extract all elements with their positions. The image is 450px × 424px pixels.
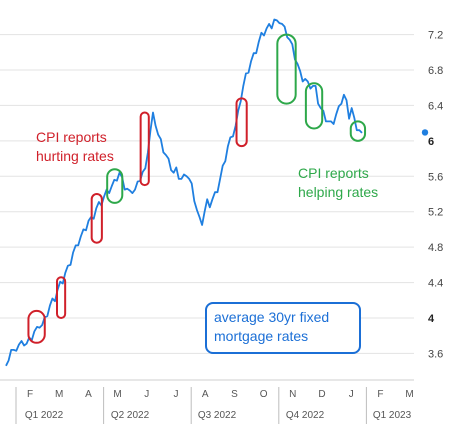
- month-label: J: [144, 389, 149, 400]
- highlight-oval: [90, 193, 103, 244]
- annotation: CPI reports helping rates: [298, 165, 378, 200]
- y-tick-label: 5.6: [428, 171, 443, 183]
- last-value-marker: [421, 129, 429, 136]
- month-label: A: [85, 389, 92, 400]
- highlight-oval: [56, 276, 67, 319]
- y-tick-label: 4.8: [428, 242, 443, 254]
- highlight-oval: [349, 120, 367, 142]
- legend-box: average 30yr fixed mortgage rates: [205, 302, 361, 354]
- month-label: A: [202, 389, 209, 400]
- legend-frame: [205, 302, 361, 354]
- y-tick-label: 3.6: [428, 348, 443, 360]
- highlight-oval: [276, 33, 297, 105]
- y-tick-label: 4.4: [428, 278, 443, 290]
- annotation: CPI reports hurting rates: [36, 129, 114, 164]
- month-label: M: [113, 389, 121, 400]
- y-tick-label: 6.4: [428, 100, 443, 112]
- y-tick-label: 7.2: [428, 30, 443, 42]
- annotation-layer: CPI reports hurting rates CPI reports helpi…: [36, 129, 378, 354]
- series-layer: [5, 18, 429, 367]
- month-label: D: [318, 389, 325, 400]
- annotation-line: CPI reports: [36, 129, 107, 145]
- highlight-oval: [27, 309, 46, 344]
- y-tick-label: 5.2: [428, 207, 443, 219]
- highlight-layer: [27, 33, 367, 344]
- quarter-label: Q2 2022: [111, 410, 150, 421]
- legend-line: average 30yr fixed: [214, 309, 329, 325]
- month-label: J: [174, 389, 179, 400]
- quarter-label: Q1 2023: [373, 410, 412, 421]
- quarter-label: Q3 2022: [198, 410, 237, 421]
- month-label: J: [349, 389, 354, 400]
- month-label: S: [231, 389, 238, 400]
- month-label: F: [377, 389, 383, 400]
- highlight-oval: [139, 111, 150, 187]
- y-tick-label: 4: [428, 313, 435, 325]
- highlight-oval: [106, 168, 124, 204]
- series-line: [5, 18, 363, 367]
- y-tick-label: 6.8: [428, 65, 443, 77]
- legend-line: mortgage rates: [214, 328, 308, 344]
- month-label: O: [260, 389, 268, 400]
- annotation-line: helping rates: [298, 184, 378, 200]
- highlight-oval: [235, 97, 248, 148]
- annotation-line: CPI reports: [298, 165, 369, 181]
- y-axis-ticks: 3.6 4 4.4 4.8 5.2 5.6 6 6.4 6.8 7.2: [428, 30, 443, 361]
- highlight-oval: [304, 82, 324, 130]
- quarter-label: Q4 2022: [286, 410, 325, 421]
- month-label: M: [55, 389, 63, 400]
- annotation-line: hurting rates: [36, 148, 114, 164]
- x-axis: F M A M J J A S O N D J F M Q1 2022 Q2 2022 Q3 2022 Q4 20…: [0, 379, 414, 424]
- quarter-label: Q1 2022: [25, 410, 64, 421]
- y-tick-label: 6: [428, 136, 434, 148]
- month-label: N: [289, 389, 296, 400]
- month-label: M: [405, 389, 413, 400]
- month-label: F: [27, 389, 33, 400]
- gridlines: [0, 34, 414, 354]
